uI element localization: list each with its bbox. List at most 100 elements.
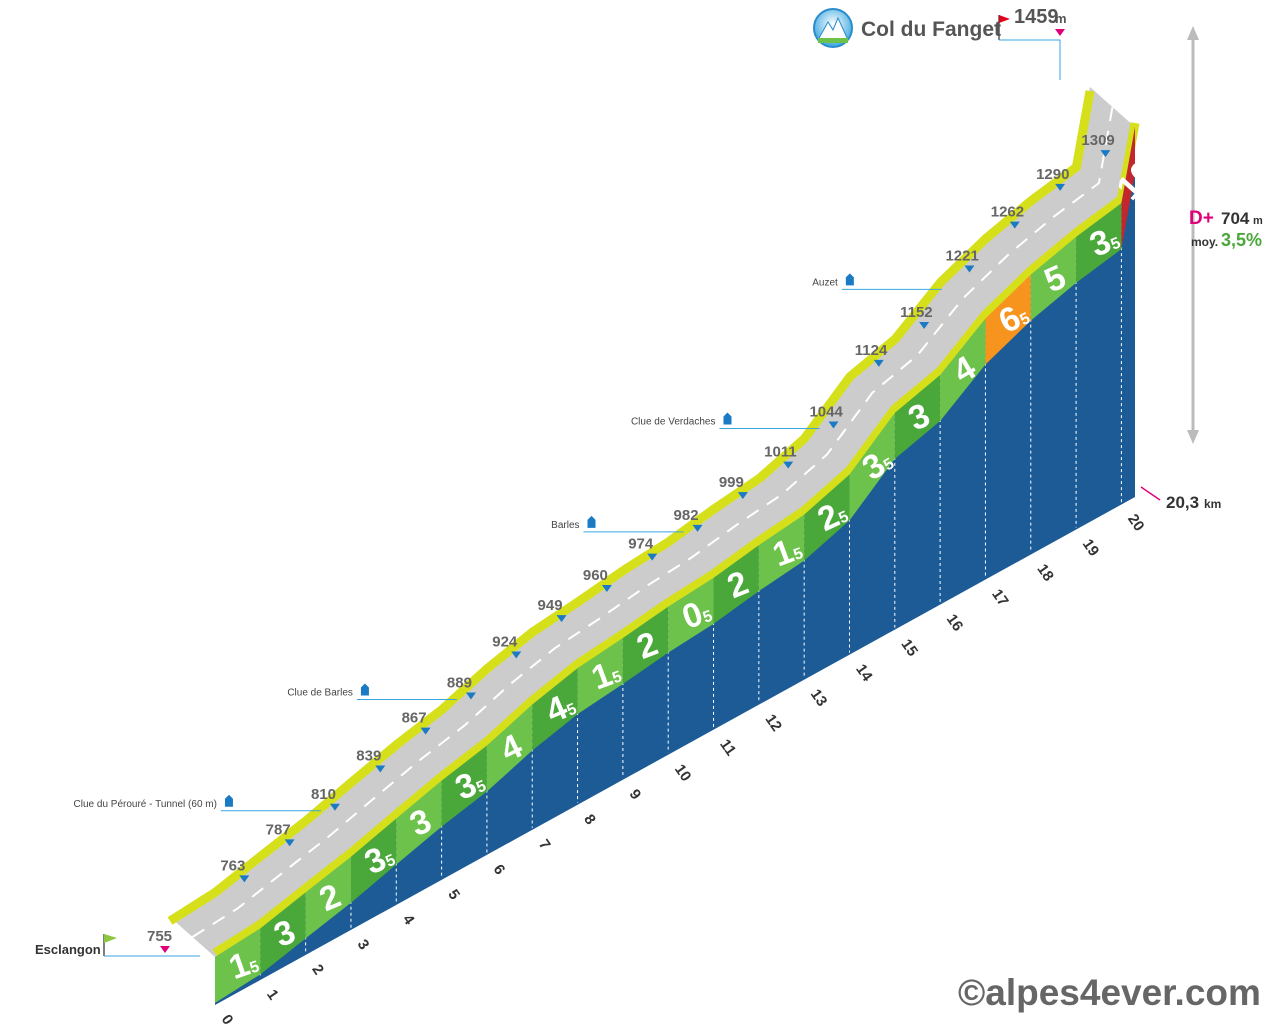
- gradient-segment: [1030, 236, 1077, 321]
- altitude-marker-icon: [284, 839, 295, 847]
- start-altitude: 755: [147, 928, 172, 945]
- altitude-label: 1124: [855, 342, 888, 359]
- summit-altitude-unit: m: [1055, 11, 1067, 26]
- summit-logo: [813, 8, 853, 48]
- altitude-label: 1262: [991, 204, 1024, 221]
- road-edge-near: [212, 122, 1140, 957]
- km-tick-label: 6: [490, 861, 509, 878]
- km-tick-label: 12: [762, 711, 785, 734]
- gradient-segment: [260, 892, 306, 975]
- gradient-segment: [1121, 127, 1135, 250]
- gradient-segment: [486, 704, 533, 792]
- start-marker-icon: [160, 946, 170, 953]
- place-label: Auzet: [812, 277, 838, 288]
- elevation-arrow: [1187, 26, 1199, 444]
- gradient-segment: [713, 545, 759, 624]
- altitude-marker-icon: [1055, 183, 1066, 191]
- altitude-label: 982: [674, 507, 699, 524]
- altitude-label: 787: [266, 821, 291, 838]
- altitude-label: 949: [538, 597, 563, 614]
- altitude-marker-icon: [1009, 221, 1020, 229]
- km-tick-label: 11: [716, 736, 739, 759]
- summit-flag-icon: [998, 15, 1010, 40]
- altitude-label: 810: [311, 786, 336, 803]
- altitude-marker-icon: [964, 265, 975, 273]
- altitude-label: 839: [356, 747, 381, 764]
- gradient-segment: [940, 318, 986, 422]
- watermark: ©alpes4ever.com: [958, 972, 1261, 1013]
- gradient-segment: [668, 577, 714, 653]
- altitude-marker-icon: [783, 461, 794, 469]
- km-tick-label: 18: [1033, 561, 1056, 584]
- start-name: Esclangon: [35, 942, 101, 957]
- km-tick-label: 16: [943, 611, 966, 634]
- altitude-marker-icon: [828, 421, 839, 429]
- road-surface: [170, 87, 1135, 957]
- altitude-marker-icon: [647, 553, 658, 561]
- km-tick-label: 4: [399, 911, 418, 928]
- place-icon: [845, 273, 854, 286]
- altitude-label: 1011: [764, 444, 797, 461]
- summit-marker-icon: [1055, 29, 1065, 36]
- place-icon: [587, 515, 596, 528]
- gradient-segment: [305, 856, 351, 939]
- elevation-gain-value: 704: [1221, 209, 1250, 228]
- gradient-segment: [894, 375, 941, 459]
- place-label: Clue de Verdaches: [631, 416, 716, 427]
- altitude-label: 1152: [900, 304, 933, 321]
- km-tick-label: 0: [218, 1012, 237, 1024]
- km-tick-label: 14: [852, 661, 876, 685]
- altitude-label: 1290: [1036, 166, 1069, 183]
- altitude-marker-icon: [420, 727, 431, 735]
- summit-altitude: 1459: [1014, 6, 1059, 28]
- altitude-label: 1221: [945, 247, 978, 264]
- km-tick-label: 15: [898, 636, 921, 659]
- altitude-marker-icon: [601, 585, 612, 593]
- gradient-segment: [849, 412, 895, 521]
- summit-leader: [999, 39, 1061, 80]
- altitude-label: 889: [447, 675, 472, 692]
- altitude-label: 763: [220, 857, 245, 874]
- altitude-label: 974: [628, 536, 654, 553]
- gradient-segment: [441, 745, 487, 827]
- place-icon: [224, 794, 233, 807]
- altitude-marker-icon: [692, 524, 703, 532]
- gradient-segment: [215, 928, 261, 1003]
- altitude-marker-icon: [375, 765, 386, 773]
- km-tick-label: 7: [535, 836, 554, 853]
- gradient-segment: [758, 514, 805, 592]
- gradient-segment: [396, 780, 442, 865]
- altitude-marker-icon: [511, 651, 522, 659]
- start-flag-icon: [103, 934, 117, 956]
- gradient-segment: [532, 668, 578, 751]
- altitude-marker-icon: [239, 875, 250, 883]
- altitude-marker-icon: [873, 359, 884, 367]
- road-centerline: [191, 106, 1114, 938]
- gradient-segment: [1076, 203, 1122, 283]
- km-tick-label: 8: [580, 811, 599, 828]
- elevation-gain-unit: m: [1253, 215, 1263, 227]
- km-tick-label: 13: [807, 686, 830, 709]
- km-tick-label: 3: [354, 936, 373, 953]
- place-icon: [723, 412, 732, 425]
- altitude-marker-icon: [556, 615, 567, 623]
- place-label: Barles: [551, 520, 579, 531]
- elevation-gain-label: D+: [1189, 208, 1214, 229]
- km-tick-label: 19: [1079, 536, 1102, 559]
- altitude-marker-icon: [919, 322, 930, 330]
- km-tick-label: 5: [444, 886, 463, 903]
- average-gradient-value: 3,5%: [1221, 230, 1262, 250]
- altitude-label: 1044: [809, 403, 843, 420]
- place-label: Clue du Pérouré - Tunnel (60 m): [74, 799, 217, 810]
- altitude-label: 867: [402, 710, 427, 727]
- km-tick-label: 9: [626, 786, 645, 803]
- km-tick-label: 17: [988, 586, 1011, 609]
- distance-value: 20,3: [1166, 493, 1199, 512]
- altitude-label: 924: [492, 634, 518, 651]
- gradient-segment: [350, 818, 397, 903]
- gradient-segment: [985, 274, 1031, 365]
- summit-name: Col du Fanget: [861, 18, 1001, 41]
- gradient-segment: [622, 606, 669, 685]
